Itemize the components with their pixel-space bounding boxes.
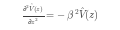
- Text: $\frac{\partial^2 \hat{V}(z)}{\partial z^2} = -\beta^2 \hat{V}(z)$: $\frac{\partial^2 \hat{V}(z)}{\partial z…: [22, 2, 98, 27]
